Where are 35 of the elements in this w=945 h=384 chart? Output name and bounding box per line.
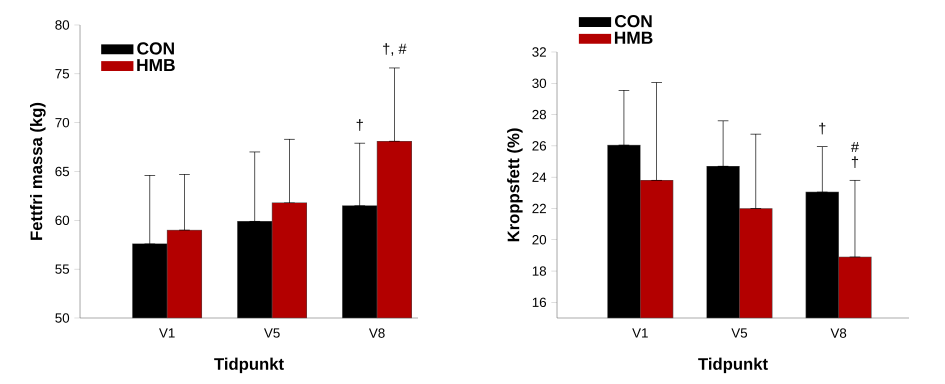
legend-label: CON [614,15,652,28]
y-tick-label: 20 [532,235,546,244]
y-tick-label: 80 [55,20,70,30]
annotation: † [852,156,858,168]
annotation: † [356,119,363,131]
y-tick-label: 50 [55,313,70,323]
y-tick-label: 24 [532,172,546,182]
y-tick-label: 30 [532,78,546,88]
x-tick-label: V8 [830,328,846,338]
x-tick-label: V1 [632,328,648,338]
y-tick-label: 60 [55,216,70,226]
x-tick-label: V5 [731,328,748,338]
x-tick-label: V8 [368,328,385,338]
x-tick-label: V5 [264,328,280,338]
y-tick-label: 26 [532,141,546,151]
y-axis-title: Fettfri massa (kg) [30,102,46,240]
annotation: †, # [383,43,407,56]
y-tick-label: 28 [532,110,546,120]
legend-label: CON [137,42,174,55]
y-tick-label: 32 [532,47,546,57]
annotation: † [819,122,826,134]
y-tick-label: 70 [55,118,70,128]
y-tick-label: 22 [532,204,546,214]
x-axis-title: Tidpunkt [698,358,768,374]
y-tick-label: 75 [55,69,70,78]
y-tick-label: 55 [55,264,70,274]
x-tick-label: V1 [159,328,175,338]
y-tick-label: 65 [55,166,70,176]
legend-label: HMB [614,32,652,44]
y-axis-title: Kroppsfett (%) [507,128,523,242]
legend-label: HMB [137,59,175,72]
annotation: # [850,142,859,152]
x-axis-title: Tidpunkt [214,358,284,374]
y-tick-label: 16 [532,298,546,308]
y-tick-label: 18 [532,266,546,276]
